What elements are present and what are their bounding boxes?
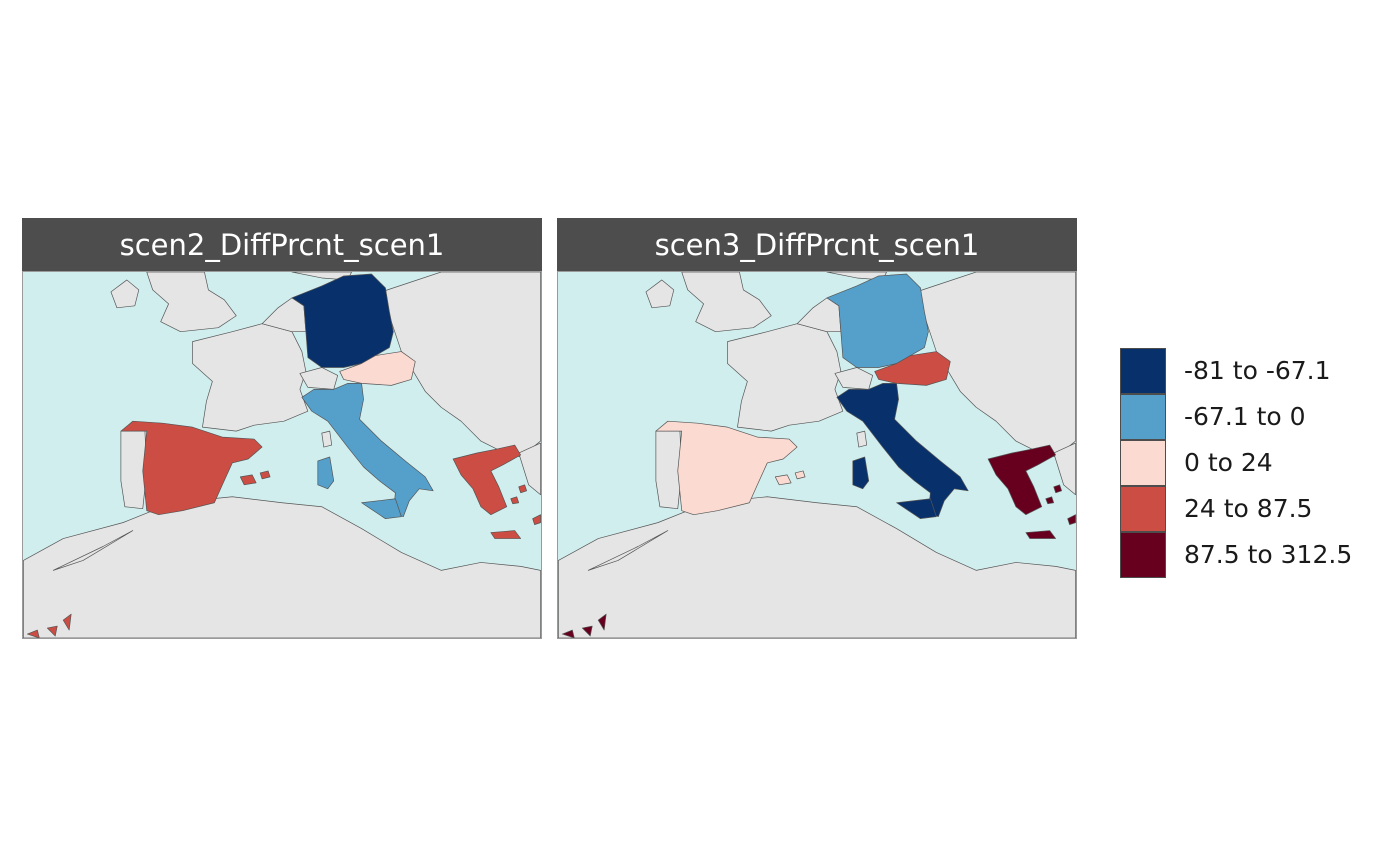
france: [727, 323, 844, 432]
map-area[interactable]: [22, 271, 542, 639]
country-malta: [27, 613, 72, 638]
ireland: [110, 279, 140, 309]
legend-label: -67.1 to 0: [1184, 402, 1306, 431]
france: [192, 323, 309, 432]
north-africa: [558, 496, 1076, 638]
country-sardinia: [317, 456, 335, 490]
country-italy: [301, 383, 434, 518]
country-spain: [655, 420, 798, 516]
country-crete: [490, 530, 522, 539]
legend-swatch: [1120, 532, 1166, 578]
panel-title: scen2_DiffPrcnt_scen1: [22, 218, 542, 271]
country-sicily: [361, 498, 402, 520]
great-britain: [681, 272, 772, 333]
country-islands: [1045, 484, 1076, 525]
country-balearics: [239, 470, 271, 486]
legend-swatch: [1120, 486, 1166, 532]
country-islands: [510, 484, 541, 525]
turkey: [1053, 442, 1076, 496]
legend-label: 87.5 to 312.5: [1184, 540, 1353, 569]
corsica: [321, 430, 333, 448]
country-germany: [291, 273, 394, 368]
country-balearics: [774, 470, 806, 486]
country-crete: [1025, 530, 1057, 539]
country-italy: [836, 383, 969, 518]
switzerland: [299, 367, 339, 390]
legend-swatch: [1120, 440, 1166, 486]
panel-title: scen3_DiffPrcnt_scen1: [557, 218, 1077, 271]
switzerland: [834, 367, 874, 390]
map-area[interactable]: [557, 271, 1077, 639]
algeria-coast: [587, 530, 669, 571]
corsica: [856, 430, 868, 448]
country-germany: [826, 273, 929, 368]
legend-label: 0 to 24: [1184, 448, 1273, 477]
ireland: [645, 279, 675, 309]
legend-swatch: [1120, 348, 1166, 394]
algeria-coast: [52, 530, 134, 571]
legend-label: 24 to 87.5: [1184, 494, 1313, 523]
country-sardinia: [852, 456, 870, 490]
map-panel-scen2: scen2_DiffPrcnt_scen1: [22, 218, 542, 639]
country-spain: [120, 420, 263, 516]
legend-swatch: [1120, 394, 1166, 440]
great-britain: [146, 272, 237, 333]
country-austria: [339, 351, 416, 386]
country-greece: [987, 444, 1057, 516]
north-africa: [23, 496, 541, 638]
map-panel-scen3: scen3_DiffPrcnt_scen1: [557, 218, 1077, 639]
country-austria: [874, 351, 951, 386]
turkey: [518, 442, 541, 496]
country-greece: [452, 444, 522, 516]
country-malta: [562, 613, 607, 638]
legend-label: -81 to -67.1: [1184, 356, 1331, 385]
country-sicily: [896, 498, 937, 520]
